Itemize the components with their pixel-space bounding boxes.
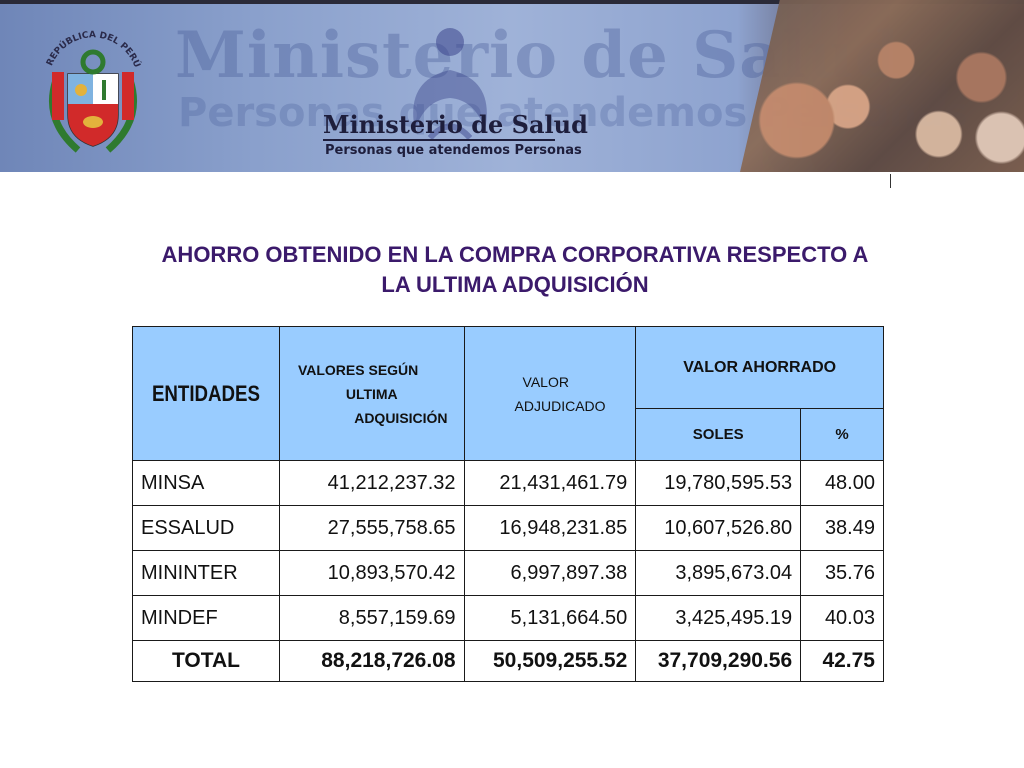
table-total-row: TOTAL 88,218,726.08 50,509,255.52 37,709… [132, 640, 884, 682]
total-adjudicado: 50,509,255.52 [463, 640, 637, 682]
header-soles: SOLES [635, 408, 802, 461]
header-valores-ultima: VALORES SEGÚN ULTIMA ADQUISICIÓN [278, 326, 465, 461]
cell-entidad: MININTER [132, 550, 280, 596]
cell-adjudicado: 16,948,231.85 [463, 505, 637, 551]
cell-adjudicado: 6,997,897.38 [463, 550, 637, 596]
cell-pct: 35.76 [800, 550, 884, 596]
total-pct: 42.75 [800, 640, 884, 682]
header-valor-ahorrado: VALOR AHORRADO [635, 326, 884, 409]
header-entidades: ENTIDADES [132, 326, 280, 461]
brand-title: Ministerio de Salud [323, 110, 588, 139]
total-soles: 37,709,290.56 [635, 640, 802, 682]
cell-ultima: 27,555,758.65 [278, 505, 465, 551]
page-title-line1: AHORRO OBTENIDO EN LA COMPRA CORPORATIVA… [161, 242, 869, 267]
cell-ultima: 41,212,237.32 [278, 460, 465, 506]
total-ultima: 88,218,726.08 [278, 640, 465, 682]
cell-adjudicado: 5,131,664.50 [463, 595, 637, 641]
cell-soles: 3,425,495.19 [635, 595, 802, 641]
cell-adjudicado: 21,431,461.79 [463, 460, 637, 506]
cell-ultima: 10,893,570.42 [278, 550, 465, 596]
header-adj-line2: ADJUDICADO [514, 397, 606, 414]
header-valores-line3: ADQUISICIÓN [354, 409, 448, 426]
cell-soles: 19,780,595.53 [635, 460, 802, 506]
cell-ultima: 8,557,159.69 [278, 595, 465, 641]
header-valor-adjudicado: VALOR ADJUDICADO [463, 326, 637, 461]
ministry-logo-icon [413, 28, 487, 141]
cell-entidad: MINDEF [132, 595, 280, 641]
total-label: TOTAL [132, 640, 280, 682]
tick-mark [890, 174, 891, 188]
header-pct: % [800, 408, 884, 461]
header-banner: Ministerio de Salud Personas que atendem… [0, 0, 1024, 172]
banner-top-line [0, 0, 1024, 4]
cell-pct: 48.00 [800, 460, 884, 506]
header-valores-line2: ULTIMA [345, 385, 398, 402]
peru-coat-of-arms-icon: REPÚBLICA DEL PERÚ [45, 30, 143, 153]
cell-pct: 40.03 [800, 595, 884, 641]
header-entidades-label: ENTIDADES [151, 380, 260, 406]
brand-divider [323, 139, 555, 141]
cell-pct: 38.49 [800, 505, 884, 551]
brand-subtitle: Personas que atendemos Personas [325, 143, 582, 158]
savings-table: ENTIDADES VALORES SEGÚN ULTIMA ADQUISICI… [132, 326, 884, 682]
people-photo [740, 0, 1024, 172]
table-row: ESSALUD 27,555,758.65 16,948,231.85 10,6… [132, 505, 884, 551]
table-row: MININTER 10,893,570.42 6,997,897.38 3,89… [132, 550, 884, 596]
cell-soles: 3,895,673.04 [635, 550, 802, 596]
page-title-line2: LA ULTIMA ADQUISICIÓN [381, 272, 649, 297]
table-row: MINSA 41,212,237.32 21,431,461.79 19,780… [132, 460, 884, 506]
header-valores-line1: VALORES SEGÚN [297, 361, 419, 378]
cell-entidad: MINSA [132, 460, 280, 506]
cell-entidad: ESSALUD [132, 505, 280, 551]
table-row: MINDEF 8,557,159.69 5,131,664.50 3,425,4… [132, 595, 884, 641]
cell-soles: 10,607,526.80 [635, 505, 802, 551]
page-title: AHORRO OBTENIDO EN LA COMPRA CORPORATIVA… [90, 240, 940, 300]
header-adj-line1: VALOR [522, 373, 569, 390]
